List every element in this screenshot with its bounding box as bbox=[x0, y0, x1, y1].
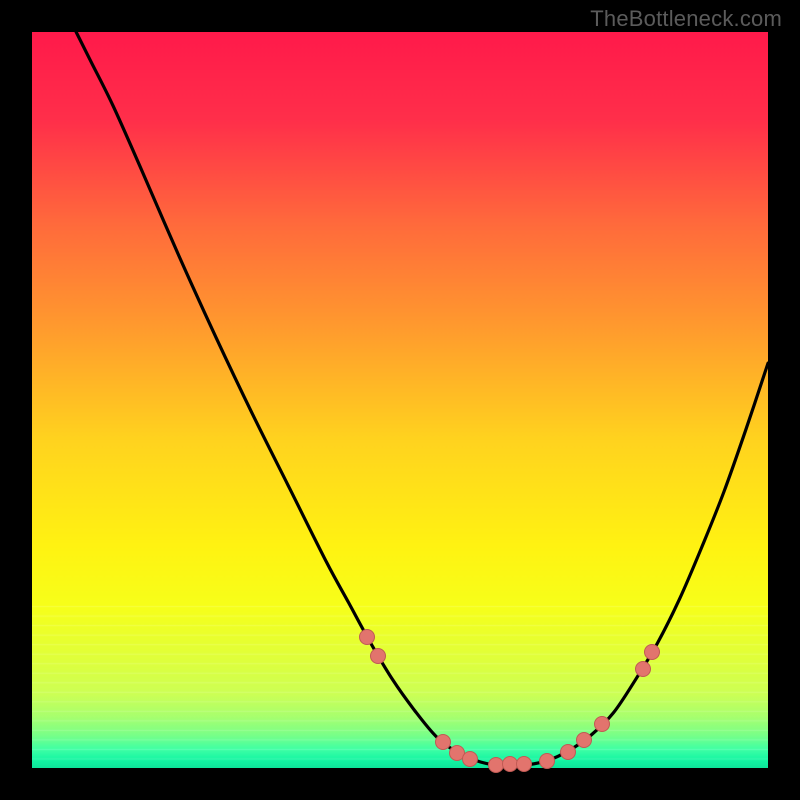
data-marker bbox=[576, 732, 592, 748]
data-marker bbox=[560, 744, 576, 760]
data-marker bbox=[594, 716, 610, 732]
watermark-text: TheBottleneck.com bbox=[590, 6, 782, 32]
data-marker bbox=[462, 751, 478, 767]
data-marker bbox=[370, 648, 386, 664]
data-marker bbox=[516, 756, 532, 772]
data-marker bbox=[359, 629, 375, 645]
data-marker bbox=[644, 644, 660, 660]
data-marker bbox=[539, 753, 555, 769]
data-marker bbox=[635, 661, 651, 677]
data-marker bbox=[488, 757, 504, 773]
data-marker bbox=[435, 734, 451, 750]
curve-path bbox=[76, 32, 768, 766]
plot-area bbox=[32, 32, 768, 768]
